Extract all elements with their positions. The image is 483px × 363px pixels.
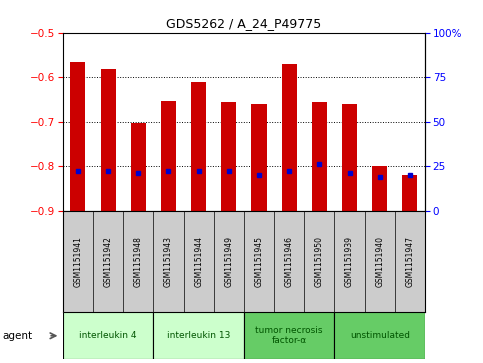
Text: GSM1151950: GSM1151950 bbox=[315, 236, 324, 287]
Text: interleukin 4: interleukin 4 bbox=[79, 331, 137, 340]
Text: agent: agent bbox=[2, 331, 32, 341]
Text: GSM1151949: GSM1151949 bbox=[224, 236, 233, 287]
Bar bbox=[161, 101, 176, 211]
Text: tumor necrosis
factor-α: tumor necrosis factor-α bbox=[256, 326, 323, 346]
Bar bbox=[312, 102, 327, 211]
Bar bbox=[342, 104, 357, 211]
Title: GDS5262 / A_24_P49775: GDS5262 / A_24_P49775 bbox=[166, 17, 322, 30]
Bar bbox=[71, 62, 85, 211]
Text: GSM1151939: GSM1151939 bbox=[345, 236, 354, 287]
Text: unstimulated: unstimulated bbox=[350, 331, 410, 340]
Text: GSM1151942: GSM1151942 bbox=[103, 236, 113, 287]
Bar bbox=[372, 166, 387, 211]
Text: GSM1151945: GSM1151945 bbox=[255, 236, 264, 287]
Text: interleukin 13: interleukin 13 bbox=[167, 331, 230, 340]
Text: GSM1151940: GSM1151940 bbox=[375, 236, 384, 287]
Bar bbox=[221, 102, 236, 211]
Bar bbox=[402, 175, 417, 211]
Bar bbox=[282, 64, 297, 211]
Text: GSM1151947: GSM1151947 bbox=[405, 236, 414, 287]
Bar bbox=[244, 312, 334, 359]
Bar bbox=[100, 69, 115, 211]
Text: GSM1151943: GSM1151943 bbox=[164, 236, 173, 287]
Text: GSM1151946: GSM1151946 bbox=[284, 236, 294, 287]
Bar bbox=[154, 312, 244, 359]
Text: GSM1151944: GSM1151944 bbox=[194, 236, 203, 287]
Text: GSM1151948: GSM1151948 bbox=[134, 236, 143, 287]
Bar bbox=[63, 312, 154, 359]
Bar bbox=[334, 312, 425, 359]
Bar bbox=[252, 104, 267, 211]
Text: GSM1151941: GSM1151941 bbox=[73, 236, 83, 287]
Bar bbox=[131, 123, 146, 211]
Bar bbox=[191, 82, 206, 211]
